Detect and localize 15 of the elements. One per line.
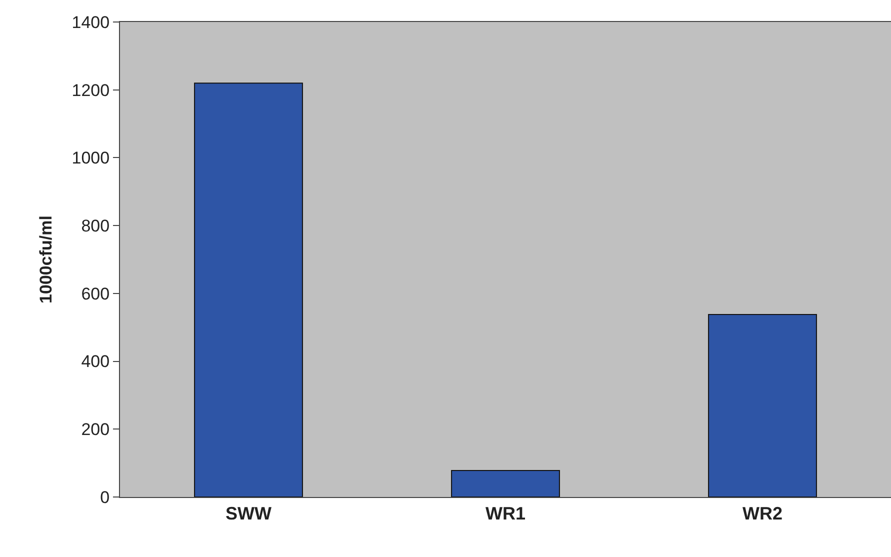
bar: [451, 470, 560, 497]
y-tick-label: 0: [100, 488, 110, 507]
y-tick-label: 1400: [72, 12, 110, 32]
x-tick-label: SWW: [226, 504, 272, 524]
bar: [708, 314, 817, 497]
bar: [194, 82, 303, 497]
y-tick-label: 400: [81, 352, 110, 372]
y-tick-label: 1000: [72, 148, 110, 168]
x-tick-label: WR1: [486, 504, 526, 524]
y-tick-label: 600: [81, 284, 110, 304]
x-tick-label: WR2: [742, 504, 782, 524]
y-tick-label: 200: [81, 420, 110, 440]
y-tick-label: 1200: [72, 80, 110, 100]
y-axis-title: 1000cfu/ml: [36, 216, 56, 304]
y-tick-label: 800: [81, 216, 110, 236]
